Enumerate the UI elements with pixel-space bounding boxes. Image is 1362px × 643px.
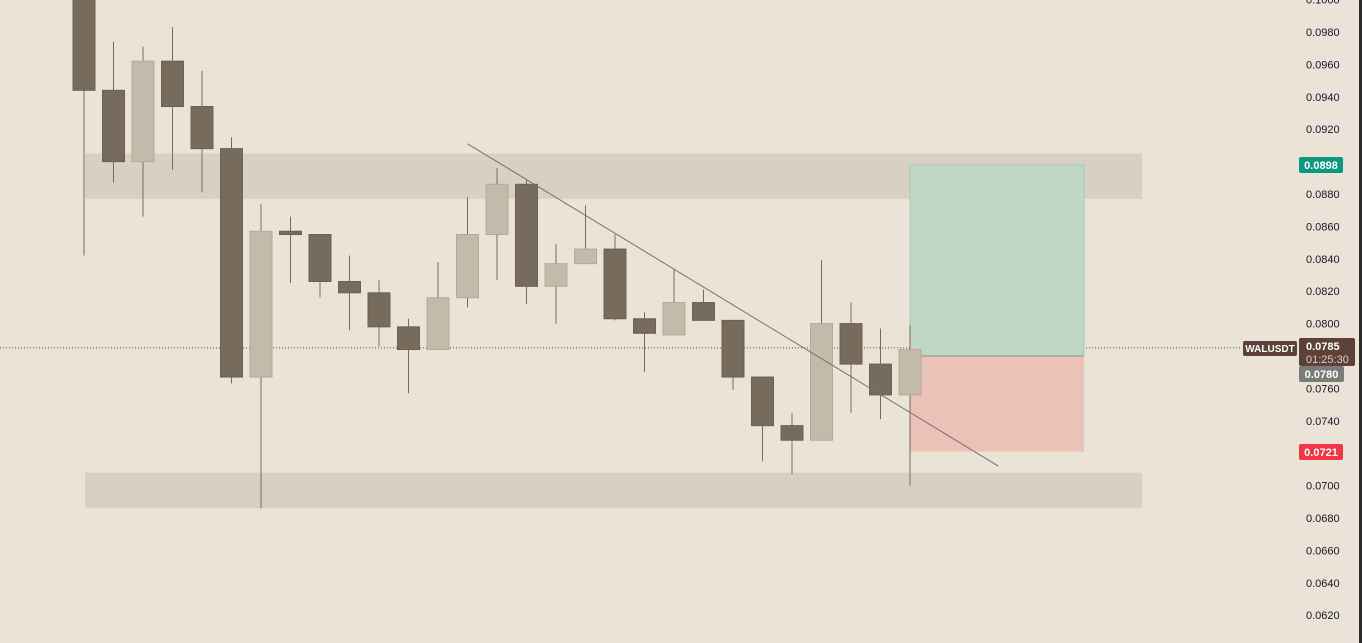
countdown-timer: 01:25:30: [1306, 354, 1349, 366]
candle: [485, 168, 509, 280]
candle-body: [780, 425, 804, 441]
candle-body: [485, 183, 509, 235]
candle: [869, 328, 892, 420]
candle: [426, 262, 450, 351]
candle-body: [574, 248, 597, 265]
candle-body: [308, 234, 332, 282]
candle-body: [131, 60, 155, 163]
candle-body: [220, 148, 243, 378]
candle-body: [544, 263, 568, 287]
candle-body: [662, 302, 686, 336]
candle: [633, 312, 656, 373]
y-tick-label: 0.0860: [1306, 221, 1340, 233]
candle: [367, 279, 391, 347]
y-tick-label: 0.0820: [1306, 286, 1340, 298]
candle-body: [249, 230, 273, 378]
entry-price-tag: 0.0780: [1305, 369, 1339, 381]
candle: [692, 289, 715, 321]
symbol-tag-bg: [1243, 341, 1297, 356]
candle: [308, 234, 332, 298]
window-border: [1359, 0, 1362, 643]
candle: [102, 41, 125, 183]
target-price-tag-bg: [1299, 157, 1343, 173]
candles-layer: [72, 0, 922, 509]
y-tick-label: 0.0940: [1306, 92, 1340, 104]
y-tick-label: 0.0620: [1306, 610, 1340, 622]
candle: [898, 325, 922, 486]
candle: [161, 27, 184, 170]
candle-body: [721, 319, 745, 378]
candle: [603, 234, 627, 321]
y-tick-label: 0.0880: [1306, 189, 1340, 201]
candle-body: [72, 0, 96, 91]
y-tick-label: 0.0760: [1306, 383, 1340, 395]
y-tick-label: 0.0660: [1306, 545, 1340, 557]
candle: [456, 197, 479, 308]
trendline-layer[interactable]: [467, 143, 999, 467]
last-price-tag-bg: [1299, 338, 1355, 366]
candle: [279, 216, 302, 284]
candle-body: [692, 302, 715, 321]
candle-body: [633, 318, 656, 334]
candle-body: [190, 106, 214, 150]
candle-body: [515, 183, 538, 287]
symbol-tag: WALUSDT: [1245, 344, 1294, 355]
candle: [515, 179, 538, 305]
candle-body: [102, 89, 125, 163]
candle-body: [161, 60, 184, 108]
y-tick-label: 0.0980: [1306, 27, 1340, 39]
candle-body: [279, 230, 302, 235]
y-tick-label: 0.1000: [1306, 0, 1340, 7]
candle-body: [338, 280, 361, 294]
y-tick-label: 0.0640: [1306, 578, 1340, 590]
sr-zone: [85, 472, 1142, 509]
candle: [72, 0, 96, 256]
candle-body: [367, 292, 391, 328]
candle-body: [397, 326, 420, 351]
y-tick-label: 0.0920: [1306, 124, 1340, 136]
loss-zone: [910, 356, 1084, 452]
y-tick-label: 0.0700: [1306, 481, 1340, 493]
candle: [249, 203, 273, 509]
candle: [544, 244, 568, 324]
stop-price-tag-bg: [1299, 444, 1343, 460]
candle: [574, 205, 597, 265]
last-price-value: 0.0785: [1306, 341, 1340, 353]
candle: [131, 46, 155, 217]
price-axis[interactable]: 0.1000 0.0980 0.0960 0.0940 0.0920 0.0880 0.08…: [1306, 0, 1340, 622]
y-tick-label: 0.0960: [1306, 59, 1340, 71]
y-tick-label: 0.0800: [1306, 319, 1340, 331]
candle-body: [603, 248, 627, 320]
candle: [810, 260, 833, 441]
candle-body: [810, 323, 833, 441]
long-position-tool[interactable]: [909, 164, 1085, 452]
stop-price-tag: 0.0721: [1304, 447, 1338, 459]
candle: [397, 318, 420, 394]
y-tick-label: 0.0680: [1306, 513, 1340, 525]
y-tick-label: 0.0840: [1306, 254, 1340, 266]
price-tags: WALUSDT 0.0785 01:25:30 0.0780 0.0898 0.…: [1243, 157, 1355, 460]
candle: [721, 319, 745, 391]
candle: [190, 70, 214, 193]
candle-body: [456, 234, 479, 299]
candle: [751, 376, 774, 462]
candle-body: [839, 323, 863, 365]
candle-body: [426, 297, 450, 351]
trendline[interactable]: [467, 143, 999, 467]
candle-body: [898, 349, 922, 396]
candle: [220, 137, 243, 384]
candle: [338, 255, 361, 331]
y-tick-label: 0.0740: [1306, 416, 1340, 428]
candle-body: [751, 376, 774, 427]
candle: [839, 302, 863, 413]
target-price-tag: 0.0898: [1304, 160, 1338, 172]
candle: [780, 412, 804, 475]
entry-price-tag-bg: [1299, 366, 1344, 382]
profit-zone: [909, 164, 1085, 357]
candle: [662, 268, 686, 336]
